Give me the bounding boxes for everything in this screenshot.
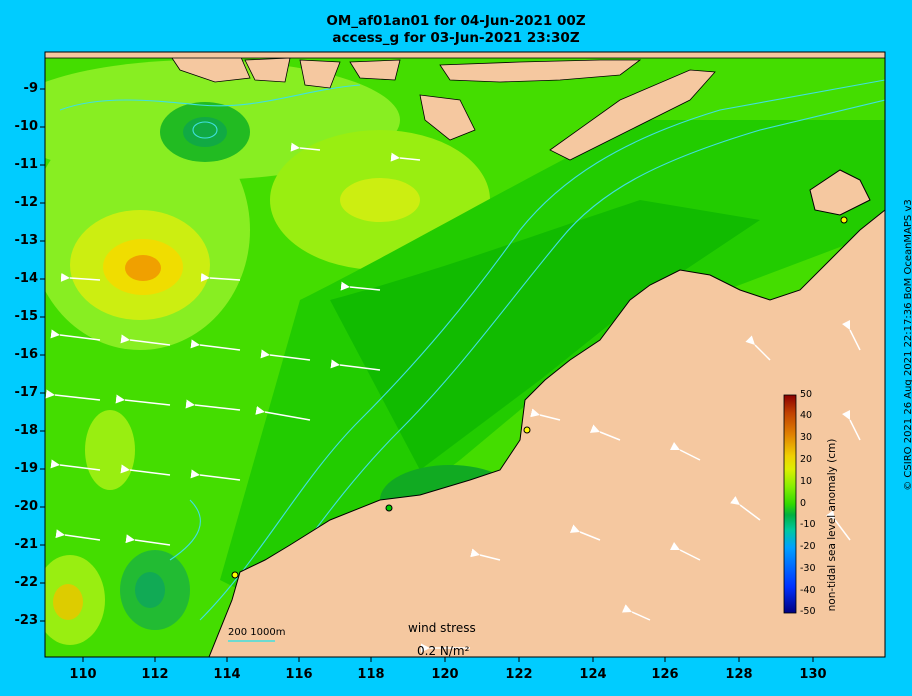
y-tick-label: -16 — [14, 347, 39, 362]
axis-ticks — [40, 88, 814, 662]
title-line-2: access_g for 03-Jun-2021 23:30Z — [332, 30, 580, 46]
y-tick-label: -15 — [14, 309, 39, 324]
x-tick-label: 116 — [285, 667, 313, 682]
colorbar-tick-label: 50 — [800, 389, 813, 400]
colorbar-tick-label: 30 — [800, 432, 813, 443]
station-markers — [231, 216, 848, 579]
colorbar-tick-label: 40 — [800, 410, 813, 421]
map-area — [45, 52, 885, 657]
y-tick-label: -19 — [14, 461, 39, 476]
y-tick-label: -9 — [23, 81, 38, 96]
x-tick-label: 124 — [579, 667, 607, 682]
colorbar-tick-label: -10 — [800, 519, 816, 530]
land-australia — [208, 209, 885, 657]
colorbar-label: non-tidal sea level anomaly (cm) — [826, 438, 838, 612]
wind-vectors — [45, 142, 861, 621]
colorbar-tick-label: -20 — [800, 541, 816, 552]
x-tick-label: 112 — [141, 667, 169, 682]
x-tick-label: 128 — [725, 667, 753, 682]
y-tick-label: -17 — [14, 385, 39, 400]
colorbar-tick-label: 20 — [800, 454, 813, 465]
credit-text: © CSIRO 2021 26 Aug 2021 22:17:36 BoM Oc… — [903, 199, 912, 491]
x-tick-label: 130 — [799, 667, 827, 682]
colorbar-tick-label: -40 — [800, 585, 816, 596]
y-tick-label: -10 — [14, 119, 39, 134]
y-tick-label: -14 — [14, 271, 39, 286]
x-tick-label: 122 — [505, 667, 533, 682]
y-tick-label: -20 — [14, 499, 39, 514]
x-tick-label: 126 — [651, 667, 679, 682]
y-tick-label: -11 — [14, 157, 39, 172]
x-tick-label: 120 — [431, 667, 459, 682]
y-tick-label: -18 — [14, 423, 39, 438]
colorbar-tick-label: 10 — [800, 476, 813, 487]
anomaly-field — [45, 60, 885, 645]
colorbar-gradient — [783, 394, 797, 614]
y-tick-label: -21 — [14, 537, 39, 552]
wind-legend-value: 0.2 N/m² — [417, 644, 470, 658]
y-tick-label: -12 — [14, 195, 39, 210]
x-tick-label: 110 — [69, 667, 97, 682]
colorbar-tick-label: -30 — [800, 563, 816, 574]
colorbar-tick-label: -50 — [800, 606, 816, 617]
x-tick-label: 114 — [213, 667, 241, 682]
wind-legend-title: wind stress — [408, 621, 476, 635]
y-tick-label: -23 — [14, 613, 39, 628]
colorbar-tick-label: 0 — [800, 498, 807, 509]
x-tick-label: 118 — [357, 667, 385, 682]
y-tick-label: -13 — [14, 233, 39, 248]
y-tick-label: -22 — [14, 575, 39, 590]
land-indonesia — [45, 52, 885, 161]
depth-scale-label: 200 1000m — [228, 627, 286, 638]
title-line-1: OM_af01an01 for 04-Jun-2021 00Z — [326, 13, 586, 29]
